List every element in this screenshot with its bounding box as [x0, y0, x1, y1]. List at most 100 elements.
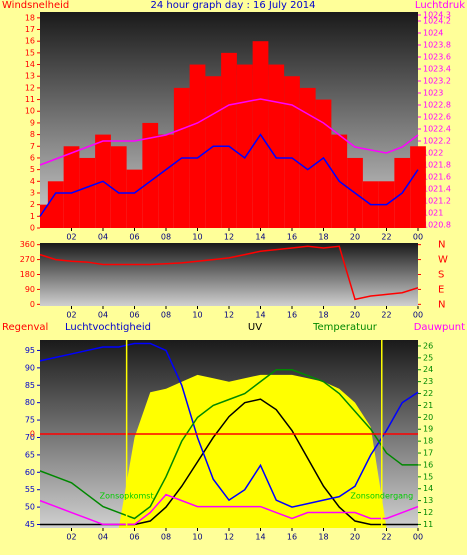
y2-tick-label: 17 [423, 449, 433, 458]
y2-tick-label: 1021.2 [423, 197, 451, 206]
x-tick-label: 00 [413, 533, 423, 542]
rain-tick-label: 0 [30, 430, 35, 439]
y-tick-label: 9 [30, 118, 35, 127]
y2-label: Dauwpunt [414, 322, 465, 333]
y2-tick-label: 1023.2 [423, 77, 451, 86]
x-tick-label: 00 [413, 311, 423, 320]
y-tick-label: 4 [30, 177, 35, 186]
y-tick-label: 45 [25, 520, 35, 529]
chart-title: 24 hour graph day : 16 July 2014 [150, 0, 315, 11]
gust-bar [299, 87, 316, 228]
series-label: UV [248, 322, 262, 333]
y2-tick-label: 1024.2 [423, 17, 451, 26]
y2-tick-label: 21 [423, 401, 433, 410]
y2-tick-label: 1023.4 [423, 65, 451, 74]
y2-tick-label: E [438, 284, 444, 295]
radiation-area [40, 374, 418, 528]
y-tick-label: 70 [25, 433, 35, 442]
y-tick-label: 17 [25, 25, 35, 34]
y2-tick-label: W [438, 255, 448, 266]
y2-tick-label: 22 [423, 389, 433, 398]
y2-tick-label: 24 [423, 365, 433, 374]
series-label: Luchtvochtigheid [65, 322, 151, 333]
y-tick-label: 270 [20, 255, 35, 264]
gust-bar [110, 146, 127, 228]
y-tick-label: 95 [25, 346, 35, 355]
y-tick-label: 2 [30, 200, 35, 209]
y-tick-label: 14 [25, 60, 35, 69]
x-tick-label: 18 [318, 233, 328, 242]
y2-tick-label: 1024 [423, 29, 443, 38]
y2-tick-label: 19 [423, 425, 433, 434]
y2-tick-label: 20 [423, 413, 433, 422]
gust-bar [410, 146, 426, 228]
gust-bar [142, 122, 159, 228]
gust-bar [63, 146, 80, 228]
y2-tick-label: 1022 [423, 149, 443, 158]
y-tick-label: 12 [25, 83, 35, 92]
x-tick-label: 16 [287, 233, 297, 242]
y2-tick-label: N [438, 240, 445, 251]
x-tick-label: 12 [224, 233, 234, 242]
x-tick-label: 22 [381, 311, 391, 320]
x-tick-label: 16 [287, 311, 297, 320]
y-tick-label: 18 [25, 13, 35, 22]
x-tick-label: 02 [66, 311, 76, 320]
x-tick-label: 22 [381, 233, 391, 242]
y2-tick-label: 1021.8 [423, 161, 451, 170]
plot-area [40, 243, 418, 306]
y-tick-label: 5 [30, 165, 35, 174]
y2-tick-label: 1021.6 [423, 173, 451, 182]
gust-bar [79, 157, 96, 228]
series-line [39, 133, 419, 217]
gust-bar [189, 64, 206, 228]
y2-label: Luchtdruk [415, 0, 465, 11]
gust-bar [236, 64, 253, 228]
x-tick-label: 02 [66, 533, 76, 542]
y-tick-label: 3 [30, 188, 35, 197]
y-tick-label: 180 [20, 270, 35, 279]
x-tick-label: 18 [318, 311, 328, 320]
x-tick-label: 22 [381, 533, 391, 542]
series-label: Temperatuur [312, 322, 378, 333]
x-tick-label: 06 [129, 233, 139, 242]
series-line [39, 368, 418, 520]
x-tick-label: 10 [192, 233, 202, 242]
y2-tick-label: 1022.6 [423, 113, 451, 122]
y2-tick-label: 26 [423, 341, 433, 350]
gust-bar [284, 76, 300, 228]
x-tick-label: 14 [255, 311, 265, 320]
annotation: Zonsopkomst [100, 492, 154, 501]
y-tick-label: 85 [25, 381, 35, 390]
y-tick-label: 50 [25, 503, 35, 512]
series-line [39, 493, 419, 526]
x-tick-label: 02 [66, 233, 76, 242]
y2-tick-label: 1023 [423, 89, 443, 98]
x-tick-label: 16 [287, 533, 297, 542]
x-tick-label: 20 [350, 233, 360, 242]
y-tick-label: 90 [25, 363, 35, 372]
x-tick-label: 10 [192, 533, 202, 542]
series-line [39, 245, 419, 301]
y-tick-label: 1 [30, 212, 35, 221]
y2-tick-label: 1022.4 [423, 125, 451, 134]
y2-tick-label: 16 [423, 460, 433, 469]
x-tick-label: 14 [255, 233, 265, 242]
y2-tick-label: 1020.8 [423, 221, 451, 230]
gust-bar [268, 64, 285, 228]
y-tick-label: 0 [30, 224, 35, 233]
y2-tick-label: 1023.6 [423, 53, 451, 62]
y2-tick-label: 12 [423, 508, 433, 517]
y-tick-label: 55 [25, 485, 35, 494]
x-tick-label: 08 [161, 311, 171, 320]
y2-tick-label: N [438, 299, 445, 310]
y-tick-label: 6 [30, 153, 35, 162]
x-tick-label: 12 [224, 311, 234, 320]
gust-bar [315, 99, 332, 228]
x-tick-label: 20 [350, 311, 360, 320]
y-tick-label: 360 [20, 240, 35, 249]
series-line [39, 342, 419, 508]
y-label: Windsnelheid [2, 0, 69, 11]
y-label: Regenval [2, 322, 48, 333]
